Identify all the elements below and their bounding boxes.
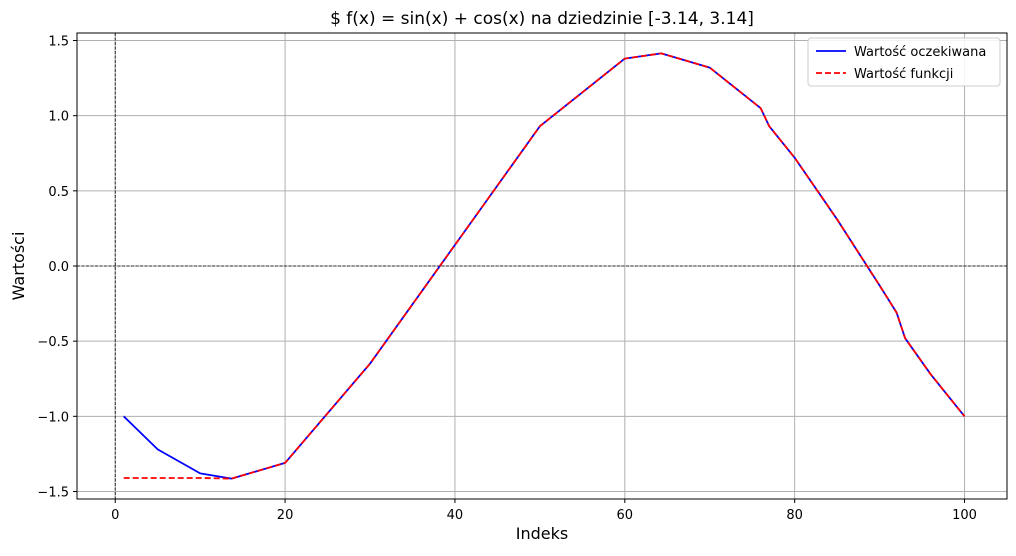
legend-label-function: Wartość funkcji <box>854 67 953 82</box>
y-tick-label: −0.5 <box>37 335 69 350</box>
legend-box <box>807 37 1001 87</box>
series-line-function <box>123 52 966 480</box>
x-tick-label: 20 <box>277 508 294 523</box>
x-axis-label: Indeks <box>516 524 568 543</box>
x-axis: 0 20 40 60 80 100 <box>111 499 977 523</box>
x-tick-label: 0 <box>111 508 119 523</box>
y-tick-label: −1.0 <box>37 410 69 425</box>
y-tick-label: 1.5 <box>48 35 69 50</box>
x-tick-label: 40 <box>447 508 464 523</box>
x-tick-label: 80 <box>786 508 803 523</box>
y-tick-label: 0.5 <box>48 185 69 200</box>
legend-label-expected: Wartość oczekiwana <box>854 45 986 60</box>
x-tick-label: 100 <box>952 508 977 523</box>
y-tick-label: 0.0 <box>48 260 69 275</box>
y-tick-label: 1.0 <box>48 110 69 125</box>
chart-title: $ f(x) = sin(x) + cos(x) na dziedzinie [… <box>330 9 754 29</box>
y-axis: −1.5 −1.0 −0.5 0.0 0.5 1.0 1.5 <box>37 35 77 500</box>
y-axis-label: Wartości <box>9 232 28 301</box>
y-tick-label: −1.5 <box>37 485 69 500</box>
reference-lines <box>77 33 1007 499</box>
x-tick-label: 60 <box>617 508 634 523</box>
series-layer <box>123 52 966 480</box>
legend: Wartość oczekiwana Wartość funkcji <box>807 37 1001 87</box>
